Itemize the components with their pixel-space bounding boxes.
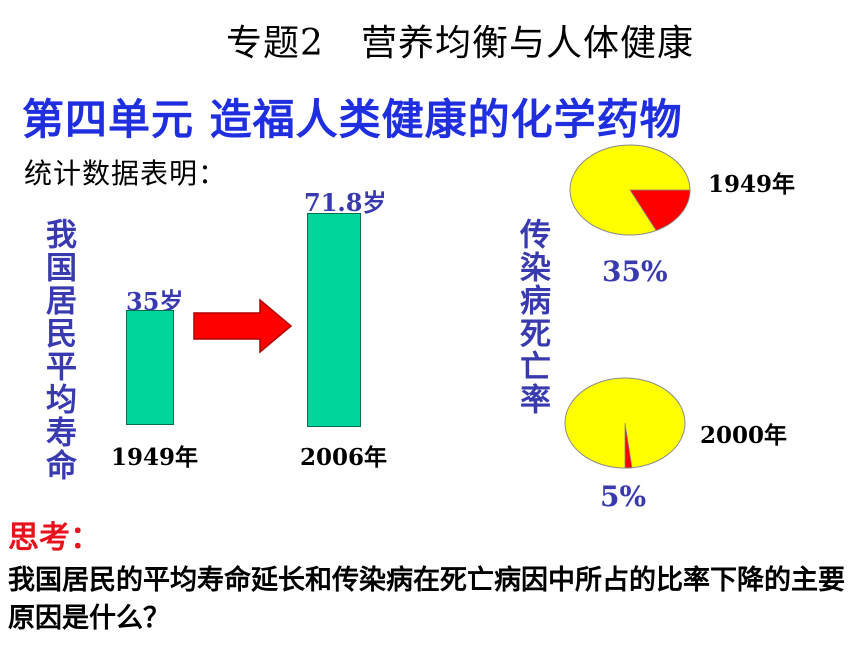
death-rate-label: 传染病死亡率 xyxy=(514,218,550,416)
pie-percent-2000: 5% xyxy=(600,480,647,513)
increase-arrow xyxy=(193,298,293,354)
life-expectancy-label: 我国居民平均寿命 xyxy=(40,218,76,482)
pie-2000 xyxy=(564,377,686,469)
bar-year-2006: 2006年 xyxy=(300,444,388,471)
pie-year-1949: 1949年 xyxy=(708,171,796,198)
question-text: 我国居民的平均寿命延长和传染病在死亡病因中所占的比率下降的主要原因是什么？ xyxy=(8,565,845,634)
think-label: 思考： xyxy=(8,520,101,556)
bar-1949 xyxy=(126,310,174,425)
pie-year-2000: 2000年 xyxy=(700,422,788,449)
pie-1949 xyxy=(569,144,691,236)
bar-value-2006: 71.8岁 xyxy=(304,188,387,217)
unit-title: 第四单元 造福人类健康的化学药物 xyxy=(22,95,683,144)
pie-percent-1949: 35% xyxy=(602,255,668,288)
bar-year-1949: 1949年 xyxy=(111,444,199,471)
stats-intro: 统计数据表明： xyxy=(24,157,228,190)
bar-2006 xyxy=(307,213,361,427)
topic-title: 专题2 营养均衡与人体健康 xyxy=(226,23,694,64)
